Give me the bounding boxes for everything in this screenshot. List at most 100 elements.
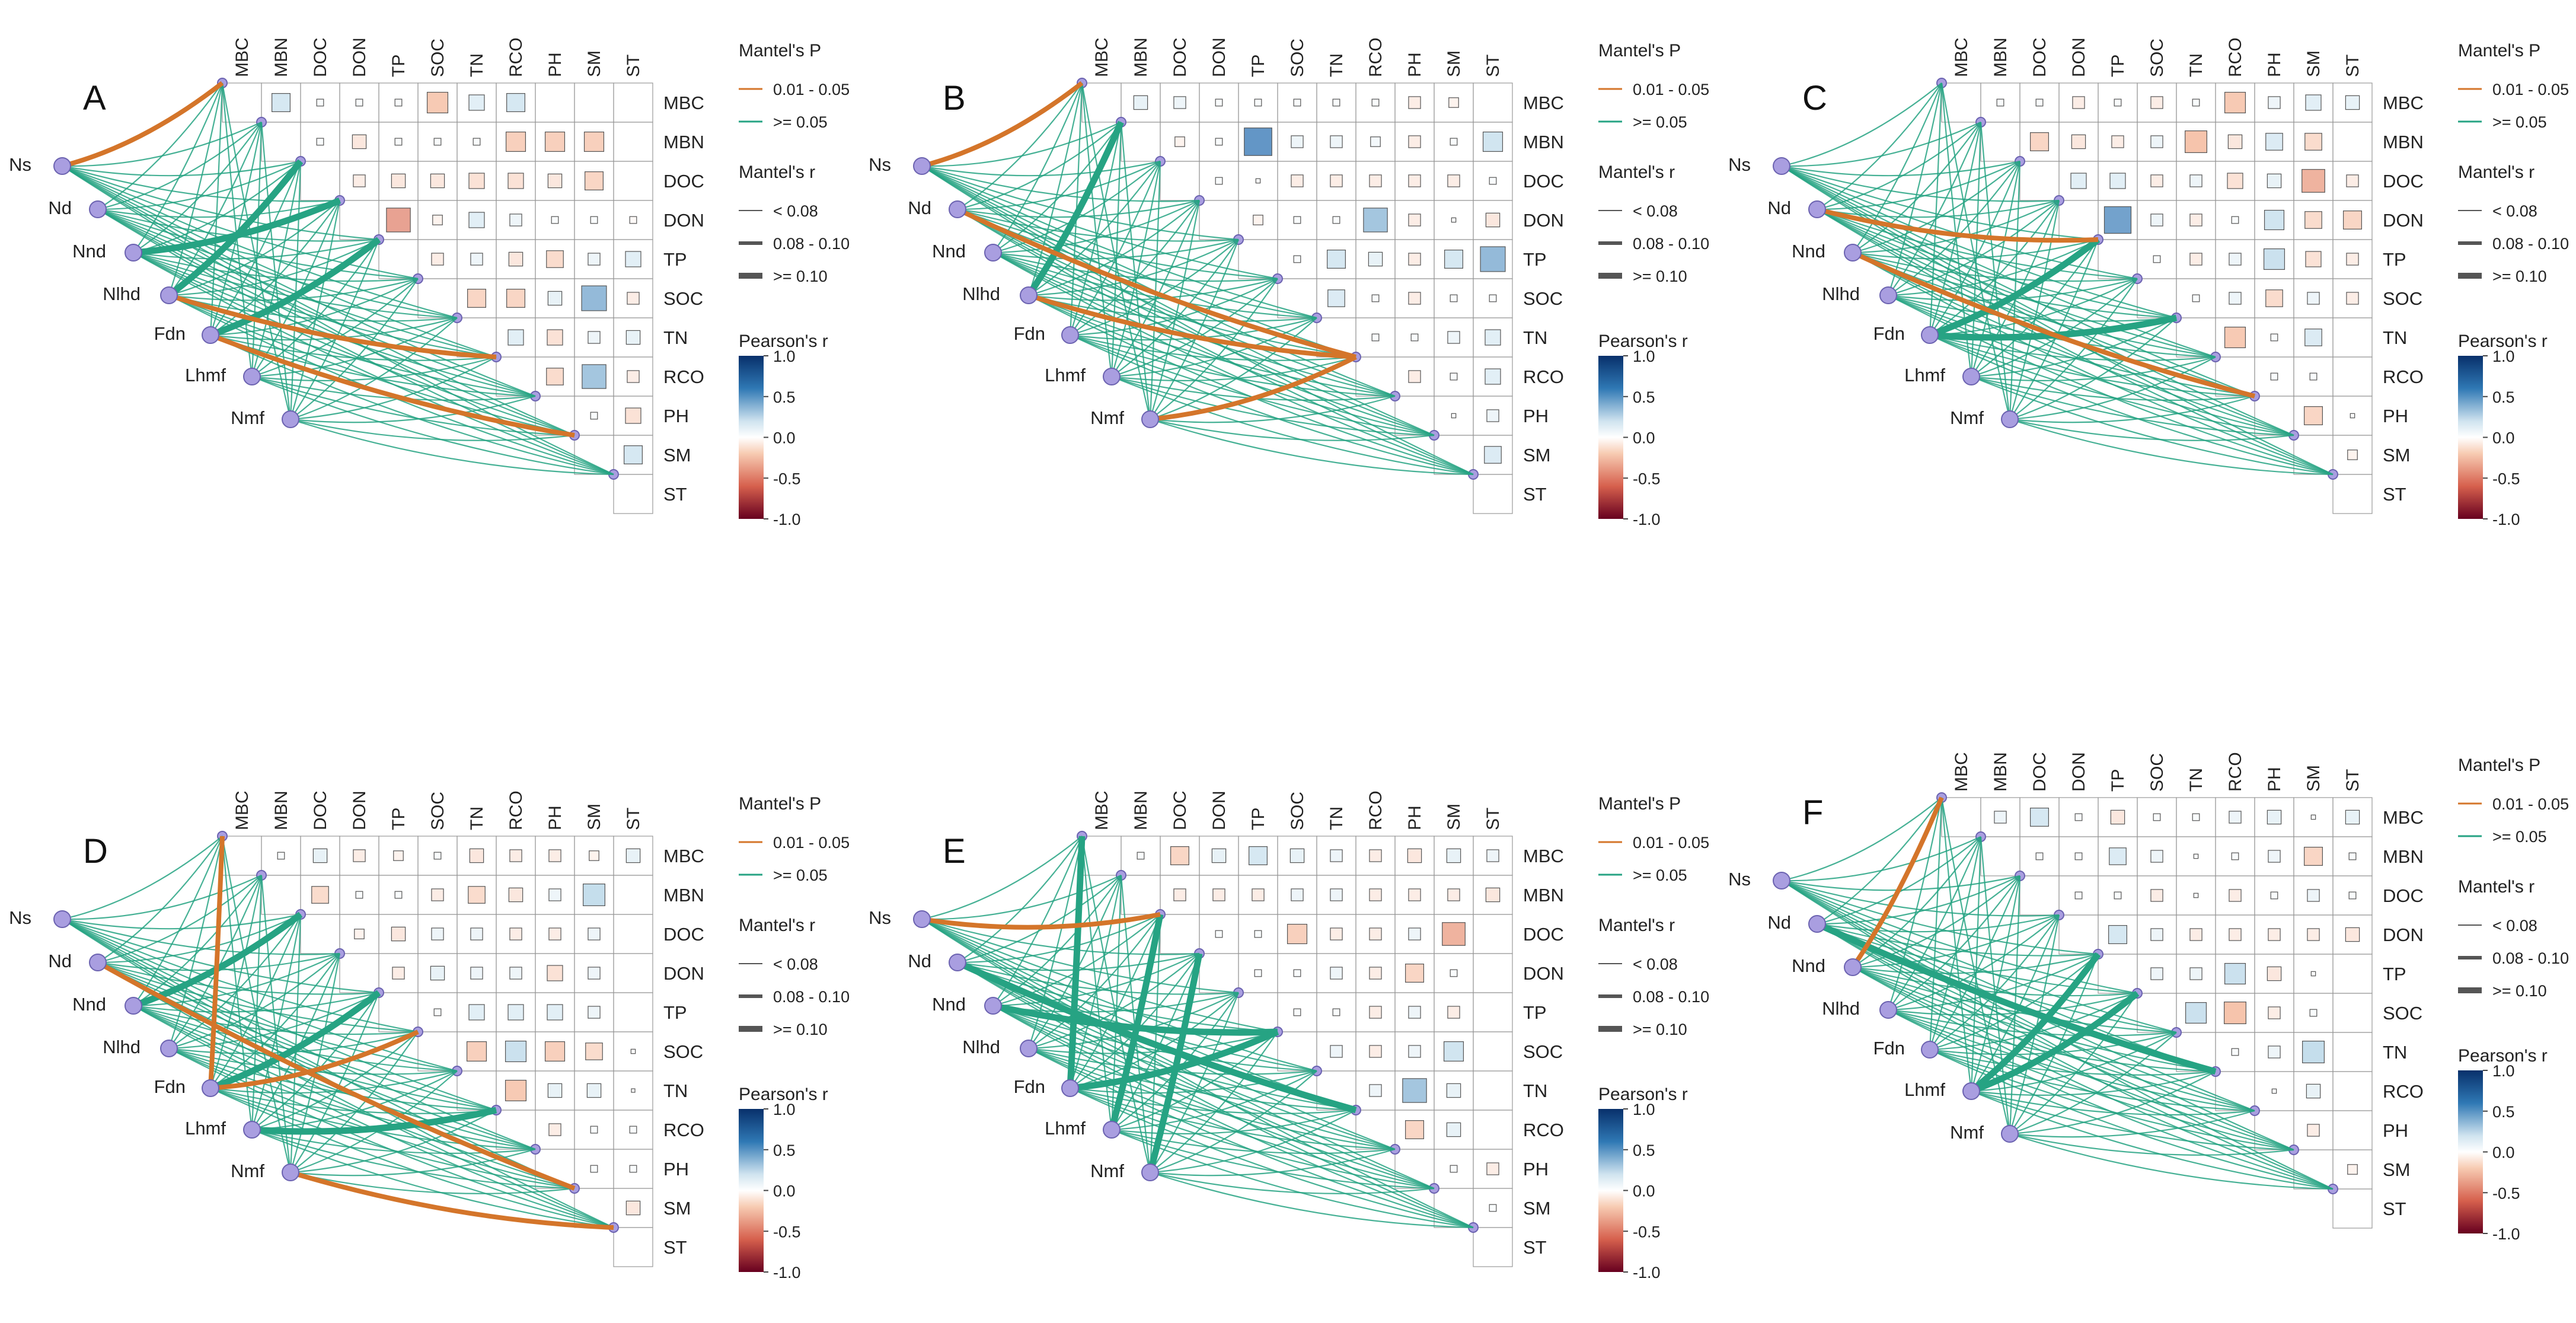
mantel-link: [1150, 395, 1396, 423]
row-label: SOC: [663, 1041, 703, 1062]
panel-f: F MBC MBN DOC DON TP SOC TN RCO PH SM ST MBC MBN DOC DO…: [1728, 752, 2569, 1243]
pearson-square: [588, 331, 601, 344]
matrix-cell: [613, 875, 653, 915]
colorbar-tick-label: 0.5: [1633, 1142, 1655, 1159]
mantel-link: [1929, 122, 1982, 336]
group-label: Ns: [869, 907, 891, 928]
row-label: DON: [663, 963, 704, 984]
colorbar-tick-label: 0.5: [773, 1142, 796, 1159]
pearson-square: [629, 1165, 637, 1173]
pearson-square: [2267, 173, 2282, 189]
colorbar-tick-label: -1.0: [773, 1264, 801, 1281]
mantel-link: [1929, 1048, 2216, 1076]
row-label: DOC: [1523, 171, 1564, 192]
mantel-link: [210, 1070, 458, 1094]
pearson-square: [1447, 174, 1460, 187]
pearson-square: [630, 1048, 636, 1054]
mantel-link: [1070, 1087, 1396, 1150]
pearson-square: [1330, 135, 1343, 148]
pearson-square: [546, 368, 564, 385]
pearson-square: [509, 927, 522, 941]
mantel-link: [1929, 1048, 2255, 1112]
pearson-square: [2305, 251, 2322, 267]
column-label: DOC: [311, 37, 330, 77]
mantel-link: [251, 1128, 614, 1229]
matrix-cell: [261, 122, 301, 162]
colorbar-tick-label: 0.5: [2492, 1103, 2515, 1121]
pearson-square: [1369, 967, 1382, 980]
row-label: RCO: [2383, 366, 2424, 387]
mantel-link: [1781, 879, 2099, 955]
mantel-link: [210, 1087, 497, 1114]
column-label: PH: [1405, 52, 1425, 77]
legend-item: 0.08 - 0.10: [1633, 988, 1709, 1006]
legend-item: < 0.08: [1633, 955, 1678, 973]
row-label: TP: [1523, 249, 1547, 270]
group-label: Lhmf: [1045, 365, 1086, 385]
colorbar-tick-label: 0.5: [2492, 388, 2515, 406]
mantel-link-significant: [61, 81, 224, 168]
pearson-square: [2270, 372, 2278, 381]
pearson-square: [547, 1004, 563, 1021]
mantel-link: [62, 165, 575, 436]
mantel-link: [921, 836, 1083, 920]
column-label: RCO: [1366, 37, 1386, 77]
pearson-square: [506, 93, 525, 112]
row-label: TN: [2383, 327, 2407, 348]
pearson-square: [2229, 253, 2242, 266]
pearson-square: [2268, 1045, 2281, 1059]
pearson-square: [548, 888, 561, 901]
pearson-square: [2150, 889, 2163, 902]
mantel-link: [1852, 82, 1943, 253]
column-label: TN: [467, 53, 487, 77]
legend-title-mantel-r: Mantel's r: [739, 162, 815, 182]
matrix-cell: [2019, 875, 2060, 916]
legend-item: >= 0.10: [2492, 982, 2547, 1000]
column-label: DOC: [1170, 37, 1190, 77]
mantel-link: [1028, 914, 1161, 1049]
pearson-square: [588, 1006, 601, 1019]
pearson-square: [1363, 208, 1388, 232]
column-label: TP: [2108, 769, 2128, 792]
group-label: Nmf: [231, 1161, 264, 1181]
group-label: Lhmf: [185, 365, 226, 385]
colorbar-tick-label: -1.0: [1633, 1264, 1661, 1281]
pearson-square: [2189, 213, 2202, 227]
group-node: [1921, 1041, 1939, 1059]
legend-item: >= 0.10: [1633, 1021, 1687, 1038]
panel-label: C: [1802, 79, 1827, 117]
row-label: TN: [1523, 327, 1547, 348]
pearson-square: [1489, 294, 1497, 302]
pearson-square: [586, 1083, 602, 1098]
mantel-link: [921, 165, 1474, 475]
mantel-link: [1817, 914, 2060, 933]
mantel-link: [2009, 875, 2021, 1134]
pearson-square: [353, 849, 366, 862]
pearson-square: [433, 852, 442, 860]
pearson-square: [1249, 846, 1268, 865]
pearson-square: [2192, 98, 2200, 107]
pearson-square: [583, 884, 605, 906]
mantel-link: [992, 82, 1083, 253]
pearson-square: [1212, 888, 1225, 901]
row-label: ST: [1523, 484, 1547, 505]
pearson-square: [2265, 289, 2283, 307]
mantel-link: [210, 278, 419, 336]
mantel-link: [921, 160, 1161, 177]
pearson-square: [430, 173, 445, 189]
row-label: TP: [1523, 1002, 1547, 1023]
panel-a: A MBC MBN DOC DON TP SOC TN RCO PH SM ST MBC MBN DOC DO…: [9, 37, 850, 528]
column-label: MBC: [1092, 37, 1112, 77]
row-label: SM: [663, 445, 691, 466]
pearson-square: [2114, 98, 2122, 107]
mantel-link: [957, 962, 1435, 1190]
row-label: MBN: [663, 132, 704, 152]
panel-label: B: [943, 79, 966, 117]
pearson-square: [2224, 1002, 2246, 1024]
pearson-square: [1369, 888, 1382, 901]
pearson-square: [1293, 216, 1301, 224]
group-node: [202, 1079, 219, 1097]
pearson-square: [2305, 94, 2322, 111]
row-label: MBC: [2383, 807, 2424, 828]
mantel-link: [1028, 295, 1474, 476]
